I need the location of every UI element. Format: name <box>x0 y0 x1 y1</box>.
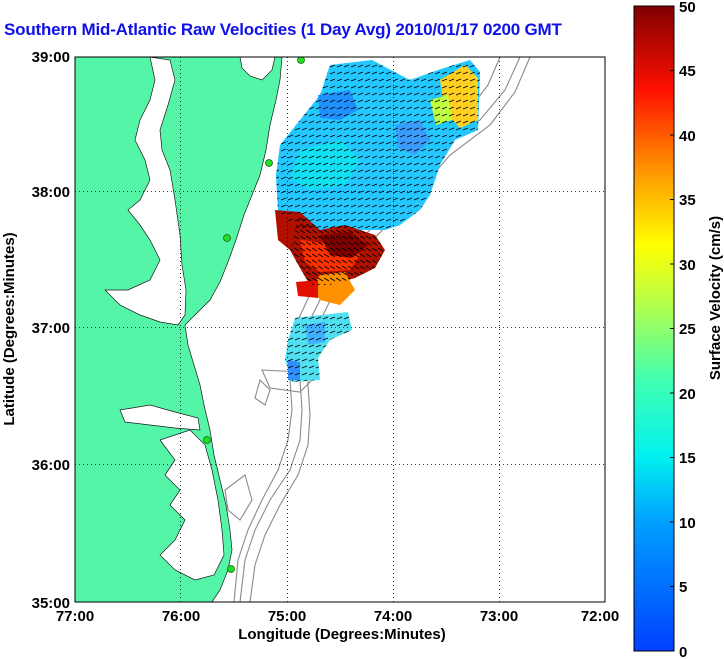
colorbar-tick: 10 <box>679 515 696 532</box>
colorbar-tick: 35 <box>679 192 696 209</box>
x-tick: 72:00 <box>581 608 619 625</box>
x-tick: 74:00 <box>374 608 412 625</box>
land-mass <box>75 57 283 602</box>
colorbar <box>633 5 675 652</box>
colorbar-tick: 0 <box>679 644 687 659</box>
y-tick: 35:00 <box>32 595 70 612</box>
y-tick: 36:00 <box>32 457 70 474</box>
colorbar-tick: 40 <box>679 128 696 145</box>
albemarle-sound <box>119 404 201 431</box>
y-tick: 38:00 <box>32 184 70 201</box>
plot-frame <box>74 56 606 603</box>
y-axis-label: Latitude (Degrees:Minutes) <box>1 232 18 425</box>
colorbar-label: Surface Velocity (cm/s) <box>707 216 724 380</box>
colorbar-tick: 15 <box>679 450 696 467</box>
colorbar-ticks <box>670 5 674 652</box>
delaware-bay <box>239 57 276 81</box>
colorbar-tick: 5 <box>679 579 687 596</box>
x-tick: 75:00 <box>268 608 306 625</box>
colorbar-tick: 45 <box>679 63 696 80</box>
colorbar-tick: 30 <box>679 257 696 274</box>
map-grid <box>75 57 605 602</box>
x-tick: 77:00 <box>56 608 94 625</box>
map-title: Southern Mid-Atlantic Raw Velocities (1 … <box>4 20 562 39</box>
chesapeake-bay <box>104 57 187 326</box>
radar-stations <box>203 57 305 573</box>
x-axis-label: Longitude (Degrees:Minutes) <box>238 626 446 643</box>
y-tick: 39:00 <box>32 49 70 66</box>
colorbar-tick: 20 <box>679 386 696 403</box>
x-tick: 73:00 <box>480 608 518 625</box>
colorbar-tick: 25 <box>679 321 696 338</box>
x-tick: 76:00 <box>162 608 200 625</box>
colorbar-tick: 50 <box>679 0 696 16</box>
velocity-vectors <box>276 60 480 382</box>
y-tick: 37:00 <box>32 320 70 337</box>
pamlico-sound <box>159 429 225 581</box>
